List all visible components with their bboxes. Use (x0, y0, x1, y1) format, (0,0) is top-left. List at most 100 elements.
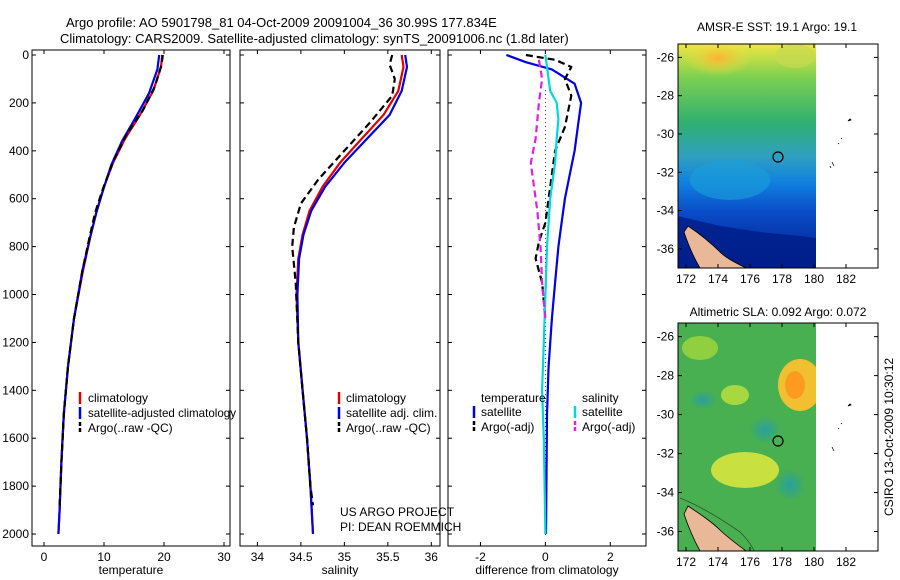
y-tick-label: 1200 (2, 335, 29, 349)
legend-label: satellite (481, 405, 522, 419)
x-tick-label: 174 (708, 272, 728, 286)
salinity-panel-frame (239, 49, 441, 547)
y-tick-label: 400 (9, 144, 29, 158)
y-tick-label: 0 (22, 48, 29, 62)
pi-annotation: PI: DEAN ROEMMICH (340, 520, 461, 534)
y-tick-label: 1000 (2, 288, 29, 302)
timestamp-label: CSIRO 13-Oct-2009 10:30:12 (882, 358, 896, 516)
y-tick-label: -30 (657, 408, 675, 422)
legend-head-salinity: salinity (582, 391, 619, 405)
y-tick-label: 800 (9, 240, 29, 254)
x-tick-label: 172 (676, 555, 696, 569)
x-tick-label: 178 (772, 272, 792, 286)
y-tick-label: 200 (9, 96, 29, 110)
salinity-legend: climatology satellite adj. clim. Argo(..… (337, 391, 461, 534)
legend-head-temperature: temperature (481, 391, 546, 405)
x-tick-label: 180 (804, 272, 824, 286)
x-tick-label: -2 (475, 550, 486, 564)
x-tick-label: 178 (772, 555, 792, 569)
series-line (295, 54, 405, 535)
y-tick-label: 1400 (2, 383, 29, 397)
header-line-1: Argo profile: AO 5901798_81 04-Oct-2009 … (66, 15, 497, 30)
x-tick-label: 20 (157, 550, 171, 564)
sst-warm-patch (684, 44, 752, 76)
y-tick-label: -28 (657, 89, 675, 103)
new-zealand-land (683, 225, 747, 268)
x-tick-label: 35 (338, 550, 352, 564)
header-line-2: Climatology: CARS2009. Satellite-adjuste… (60, 31, 569, 46)
series-line (57, 54, 164, 535)
difference-panel-frame (447, 49, 647, 547)
series-line (291, 54, 396, 506)
new-zealand-land (683, 505, 747, 551)
sst-warm-patch (775, 44, 815, 68)
sla-low-patch (689, 390, 717, 410)
series-line (506, 53, 583, 535)
y-tick-label: -26 (657, 330, 675, 344)
series-line (58, 54, 164, 506)
x-tick-label: 182 (836, 555, 856, 569)
series-line (540, 54, 560, 535)
salinity-plot: 34 34.5 35 35.5 36 (240, 50, 440, 564)
temperature-plot: 0 10 20 30 0 200 400 600 800 1000 1200 1400 1600 1800… (2, 48, 231, 564)
sla-low-patch (774, 469, 806, 501)
legend-label: climatology (346, 391, 406, 405)
series-line (525, 53, 573, 319)
islands (829, 118, 852, 169)
difference-legend: temperature salinity satellite Argo(-adj… (472, 391, 635, 434)
difference-plot: -2 0 2 (448, 50, 646, 564)
sla-map-title: Altimetric SLA: 0.092 Argo: 0.072 (690, 305, 867, 319)
y-tick-label: -26 (657, 50, 675, 64)
legend-label: satellite (582, 405, 623, 419)
series-line (296, 54, 409, 535)
y-tick-label: 600 (9, 192, 29, 206)
bathymetry-contour (679, 497, 755, 551)
y-tick-label: 2000 (2, 527, 29, 541)
sla-high-patch (721, 385, 749, 405)
sla-high-patch (711, 452, 779, 488)
y-tick-label: -36 (657, 242, 675, 256)
y-tick-label: -32 (657, 447, 675, 461)
sla-high-core (785, 371, 805, 399)
legend-label: Argo(..raw -QC) (346, 421, 431, 435)
sla-map-axes: 172 174 176 178 180 182 -26 -28 -30 -32 -34 -36 (657, 323, 878, 569)
sla-map: 172 174 176 178 180 182 -26 -28 -30 -32 -34 -36 (657, 322, 879, 569)
x-tick-label: 174 (708, 555, 728, 569)
x-tick-label: 2 (607, 550, 614, 564)
y-tick-label: -32 (657, 165, 675, 179)
temperature-legend: climatology satellite-adjusted climatolo… (78, 391, 236, 435)
legend-label: Argo(-adj) (582, 420, 635, 434)
difference-xlabel: difference from climatology (475, 563, 618, 577)
y-tick-label: -28 (657, 369, 675, 383)
series-line (57, 54, 161, 535)
profile-location-marker (772, 151, 784, 163)
sla-low-patch (749, 416, 781, 444)
sst-map-frame (677, 43, 879, 269)
sla-map-frame (677, 322, 879, 552)
islands (831, 403, 852, 452)
sst-map-axes: 172 174 176 178 180 182 -26 -28 -30 -32 -34 -36 (657, 44, 878, 286)
sst-mid-patch (690, 160, 770, 200)
x-tick-label: 34.5 (289, 550, 313, 564)
x-tick-label: 10 (97, 550, 111, 564)
legend-label: climatology (88, 391, 148, 405)
temperature-xlabel: temperature (99, 563, 164, 577)
x-tick-label: 0 (41, 550, 48, 564)
sst-map: 172 174 176 178 180 182 -26 -28 -30 -32 -34 -36 (657, 43, 879, 286)
legend-label: satellite adj. clim. (346, 406, 437, 420)
x-tick-label: 172 (676, 272, 696, 286)
salinity-xlabel: salinity (322, 563, 359, 577)
sst-map-title: AMSR-E SST: 19.1 Argo: 19.1 (697, 20, 857, 34)
x-tick-label: 36 (425, 550, 439, 564)
series-line (529, 59, 547, 319)
legend-label: Argo(..raw -QC) (88, 421, 173, 435)
y-tick-label: -36 (657, 525, 675, 539)
x-tick-label: 180 (804, 555, 824, 569)
x-tick-label: 0 (542, 550, 549, 564)
temperature-panel-frame (31, 49, 231, 547)
x-tick-label: 176 (740, 272, 760, 286)
x-tick-label: 34 (251, 550, 265, 564)
profile-location-marker (772, 435, 784, 447)
x-tick-label: 182 (836, 272, 856, 286)
